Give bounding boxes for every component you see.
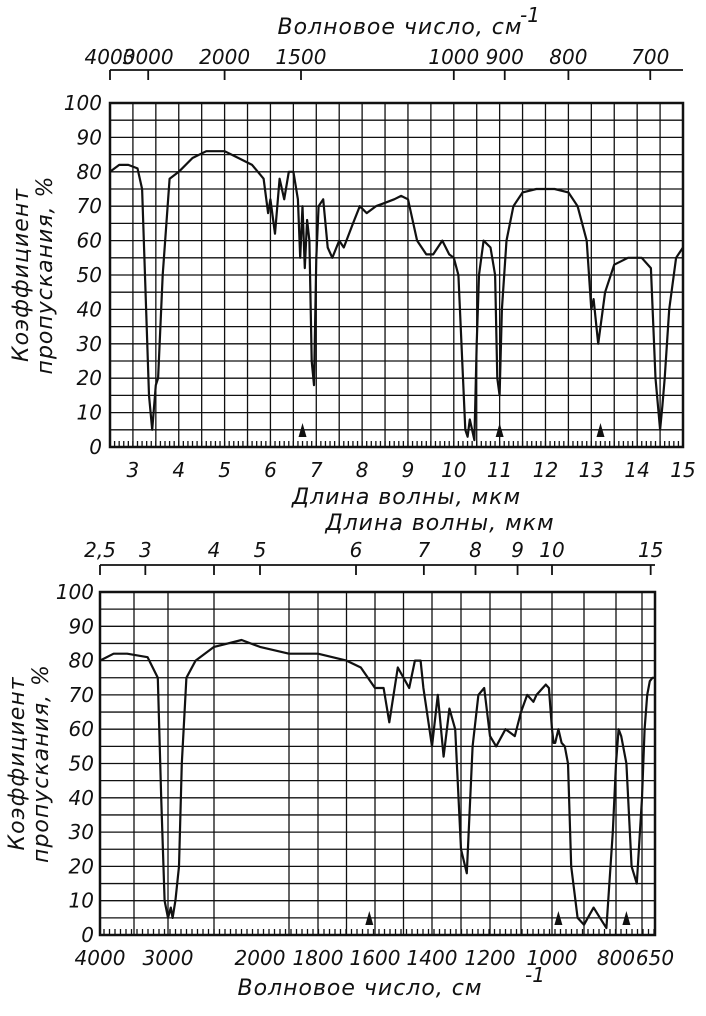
y-tick-label: 40 [69, 786, 94, 810]
y-tick-label: 10 [69, 889, 94, 913]
top-tick-label: 3000 [123, 45, 174, 69]
y-tick-label: 50 [77, 263, 102, 287]
top-tick-label: 8 [469, 538, 482, 562]
y-tick-label: 100 [56, 580, 94, 604]
transmittance-curve [109, 150, 684, 442]
y-tick-label: 80 [77, 160, 102, 184]
x-axis-unit-exponent: -1 [525, 963, 545, 987]
top-tick-label: 5 [254, 538, 267, 562]
y-axis-title: Коэффициент [9, 188, 34, 362]
x-tick-label: 4000 [75, 946, 126, 970]
top-tick-label: 1000 [428, 45, 479, 69]
top-tick-label: 1500 [276, 45, 327, 69]
transmittance-curve [99, 638, 655, 930]
band-arrow [596, 423, 605, 437]
top-tick-label: 15 [638, 538, 663, 562]
y-tick-label: 70 [69, 683, 94, 707]
top-tick-label: 700 [631, 45, 669, 69]
band-arrow [365, 911, 374, 925]
x-tick-label: 4 [172, 458, 185, 482]
top-tick-label: 4000 [85, 45, 136, 69]
x-tick-label: 1200 [465, 946, 516, 970]
band-arrow [298, 423, 307, 437]
x-tick-label: 1800 [293, 946, 344, 970]
y-tick-label: 100 [64, 91, 102, 115]
spectrum-chart-top: 0 10 20 30 40 50 60 70 80 90 100 3 4 5 6 7 8 9 10 11 12 13 14 1… [9, 3, 696, 510]
y-tick-label: 20 [77, 366, 102, 390]
top-axis-unit-exponent: -1 [520, 3, 540, 27]
x-tick-label: 3000 [143, 946, 194, 970]
x-tick-label: 650 [636, 946, 674, 970]
y-tick-label: 50 [69, 752, 94, 776]
top-tick-label: 6 [350, 538, 363, 562]
x-tick-label: 6 [264, 458, 277, 482]
top-axis-title: Волновое число, см [277, 15, 522, 40]
y-tick-label: 70 [77, 194, 102, 218]
top-tick-label: 800 [549, 45, 587, 69]
x-tick-label: 1000 [527, 946, 578, 970]
top-tick-label: 3 [139, 538, 152, 562]
y-tick-label: 0 [89, 435, 102, 459]
y-tick-label: 80 [69, 649, 94, 673]
y-tick-label: 30 [69, 820, 94, 844]
top-tick-label: 900 [486, 45, 524, 69]
top-tick-label: 2000 [199, 45, 250, 69]
y-tick-label: 10 [77, 401, 102, 425]
x-tick-label: 14 [624, 458, 649, 482]
top-tick-label: 4 [208, 538, 221, 562]
y-tick-label: 90 [77, 125, 102, 149]
x-axis-title: Волновое число, см [237, 976, 482, 1001]
plot-frame [108, 101, 685, 449]
x-tick-label: 800 [597, 946, 635, 970]
band-arrow [622, 911, 631, 925]
top-tick-label: 2,5 [84, 538, 116, 562]
x-tick-label: 9 [402, 458, 415, 482]
x-axis-title: Длина волны, мкм [291, 485, 521, 510]
x-tick-label: 1400 [407, 946, 458, 970]
spectrum-chart-bottom: 0 10 20 30 40 50 60 70 80 90 100 4000 3000 2000 1800 16… [5, 511, 674, 1001]
x-tick-label: 5 [218, 458, 231, 482]
plot-frame [98, 590, 657, 937]
y-tick-label: 90 [69, 614, 94, 638]
x-tick-label: 3 [127, 458, 140, 482]
x-tick-label: 15 [670, 458, 695, 482]
top-tick-label: 10 [539, 538, 564, 562]
x-tick-label: 13 [579, 458, 604, 482]
y-tick-label: 0 [81, 923, 94, 947]
x-tick-label: 2000 [235, 946, 286, 970]
x-tick-label: 12 [533, 458, 558, 482]
y-axis-title: пропускания, % [33, 176, 58, 375]
band-arrow [554, 911, 563, 925]
x-tick-label: 11 [487, 458, 512, 482]
y-tick-label: 60 [77, 229, 102, 253]
y-tick-label: 20 [69, 854, 94, 878]
x-tick-label: 10 [441, 458, 466, 482]
band-arrow [495, 423, 504, 437]
x-tick-label: 7 [310, 458, 323, 482]
y-axis-title: Коэффициент [5, 676, 30, 850]
y-tick-label: 30 [77, 332, 102, 356]
y-tick-label: 60 [69, 717, 94, 741]
x-tick-label: 8 [356, 458, 369, 482]
y-tick-label: 40 [77, 297, 102, 321]
top-tick-label: 7 [417, 538, 430, 562]
top-axis-title: Длина волны, мкм [324, 511, 554, 536]
top-tick-label: 9 [511, 538, 524, 562]
y-axis-title: пропускания, % [29, 664, 54, 863]
x-tick-label: 1600 [350, 946, 401, 970]
